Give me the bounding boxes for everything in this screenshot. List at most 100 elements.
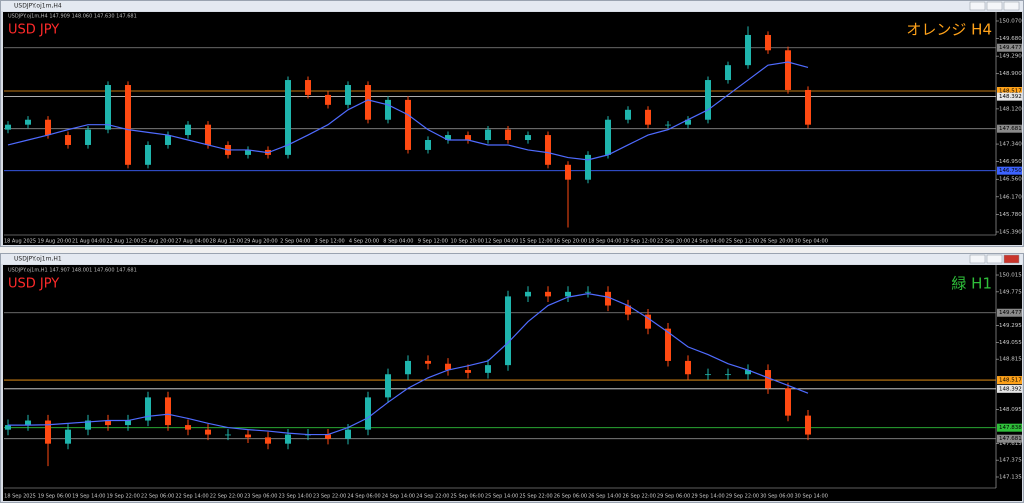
candle-body — [25, 119, 31, 125]
candle-body — [485, 365, 491, 373]
x-tick-label: 25 Sep 14:00 — [485, 494, 518, 500]
candle-body — [665, 328, 671, 361]
price-level-tag — [997, 423, 1022, 432]
y-tick-label: 146.950 — [999, 159, 1022, 165]
candle-body — [25, 420, 31, 426]
candle-body — [145, 397, 151, 421]
x-tick-label: 24 Sep 22:00 — [416, 494, 449, 500]
x-tick-label: 26 Sep 14:00 — [588, 494, 621, 500]
y-tick-label: 147.135 — [999, 474, 1022, 480]
candle-body — [305, 80, 311, 95]
x-tick-label: 22 Aug 12:00 — [106, 239, 140, 245]
x-tick-label: 24 Sep 06:00 — [347, 494, 380, 500]
candle-body — [405, 99, 411, 150]
price-level-tag — [997, 376, 1022, 385]
price-level-tag — [997, 384, 1022, 393]
x-tick-label: 19 Sep 14:00 — [72, 494, 105, 500]
price-level-label: 148.517 — [999, 378, 1022, 384]
price-level-label: 148.392 — [999, 386, 1022, 392]
candle-body — [65, 135, 71, 145]
x-tick-label: 18 Aug 2025 — [4, 239, 36, 245]
candle-body — [85, 129, 91, 145]
x-tick-label: 12 Sep 04:00 — [485, 239, 518, 245]
candle-body — [505, 296, 511, 366]
price-level-tag — [997, 124, 1022, 133]
candle-body — [345, 85, 351, 105]
window-button[interactable] — [1003, 1, 1020, 11]
annotation: オレンジ H4 — [906, 21, 992, 39]
y-tick-label: 149.775 — [999, 289, 1022, 295]
x-tick-label: 25 Sep 22:00 — [519, 494, 552, 500]
chart-info: USDJPY.oj1m,H4 147.909 148.060 147.630 1… — [8, 14, 137, 20]
price-level-label: 147.838 — [999, 425, 1022, 431]
candle-body — [5, 124, 11, 130]
candle-body — [585, 291, 591, 293]
window-button[interactable] — [986, 254, 1003, 264]
x-tick-label: 30 Sep 04:00 — [795, 239, 828, 245]
y-tick-label: 150.070 — [999, 18, 1022, 24]
y-tick-label: 149.055 — [999, 340, 1022, 346]
y-tick-label: 148.120 — [999, 106, 1022, 112]
x-tick-label: 2 Sep 04:00 — [280, 239, 310, 245]
x-tick-label: 22 Sep 22:00 — [210, 494, 243, 500]
candle-body — [385, 99, 391, 120]
candle-body — [325, 434, 331, 439]
candle-body — [425, 140, 431, 150]
x-tick-label: 30 Sep 06:00 — [760, 494, 793, 500]
x-tick-label: 23 Sep 22:00 — [313, 494, 346, 500]
x-tick-label: 25 Sep 06:00 — [451, 494, 484, 500]
x-tick-label: 19 Sep 06:00 — [38, 494, 71, 500]
annotation: USD JPY — [8, 23, 59, 38]
x-tick-label: 15 Sep 12:00 — [519, 239, 552, 245]
candle-body — [245, 434, 251, 438]
candle-body — [285, 80, 291, 155]
y-tick-label: 147.340 — [999, 142, 1022, 148]
candle-body — [105, 420, 111, 426]
x-tick-label: 26 Sep 06:00 — [554, 494, 587, 500]
candle-body — [385, 374, 391, 398]
y-tick-label: 148.095 — [999, 407, 1022, 413]
y-tick-label: 147.375 — [999, 458, 1022, 464]
price-level-tag — [997, 43, 1022, 52]
candle-body — [545, 135, 551, 165]
price-level-tag — [997, 87, 1022, 96]
candle-body — [465, 135, 471, 141]
x-tick-label: 24 Sep 14:00 — [382, 494, 415, 500]
window-button[interactable] — [969, 254, 986, 264]
y-tick-label: 147.615 — [999, 441, 1022, 447]
x-tick-label: 29 Sep 22:00 — [726, 494, 759, 500]
candle-body — [45, 119, 51, 136]
y-tick-label: 149.295 — [999, 323, 1022, 329]
candle-body — [785, 50, 791, 90]
candle-body — [165, 135, 171, 145]
window-button[interactable] — [969, 1, 986, 11]
x-tick-label: 16 Sep 20:00 — [554, 239, 587, 245]
annotation: 緑 H1 — [951, 275, 992, 293]
price-level-label: 146.750 — [999, 168, 1022, 174]
candle-body — [685, 119, 691, 125]
y-tick-label: 146.170 — [999, 194, 1022, 200]
candle-body — [445, 363, 451, 371]
y-tick-label: 150.015 — [999, 273, 1022, 279]
candle-body — [605, 119, 611, 155]
title-bar — [1, 1, 1023, 11]
candle-body — [645, 314, 651, 329]
x-tick-label: 3 Sep 12:00 — [314, 239, 344, 245]
y-tick-label: 149.680 — [999, 36, 1022, 42]
x-tick-label: 22 Sep 20:00 — [657, 239, 690, 245]
candle-body — [625, 109, 631, 120]
x-tick-label: 26 Sep 20:00 — [760, 239, 793, 245]
candle-body — [185, 124, 191, 136]
candle-body — [45, 420, 51, 444]
candle-body — [485, 129, 491, 141]
window-button[interactable] — [986, 1, 1003, 11]
candle-body — [105, 85, 111, 130]
candle-body — [205, 429, 211, 435]
candle-body — [805, 89, 811, 125]
x-tick-label: 21 Aug 04:00 — [72, 239, 106, 245]
x-tick-label: 22 Sep 06:00 — [141, 494, 174, 500]
y-tick-label: 145.780 — [999, 212, 1022, 218]
price-level-label: 148.392 — [999, 94, 1022, 100]
y-tick-label: 146.560 — [999, 177, 1022, 183]
window-button[interactable] — [1003, 254, 1020, 264]
